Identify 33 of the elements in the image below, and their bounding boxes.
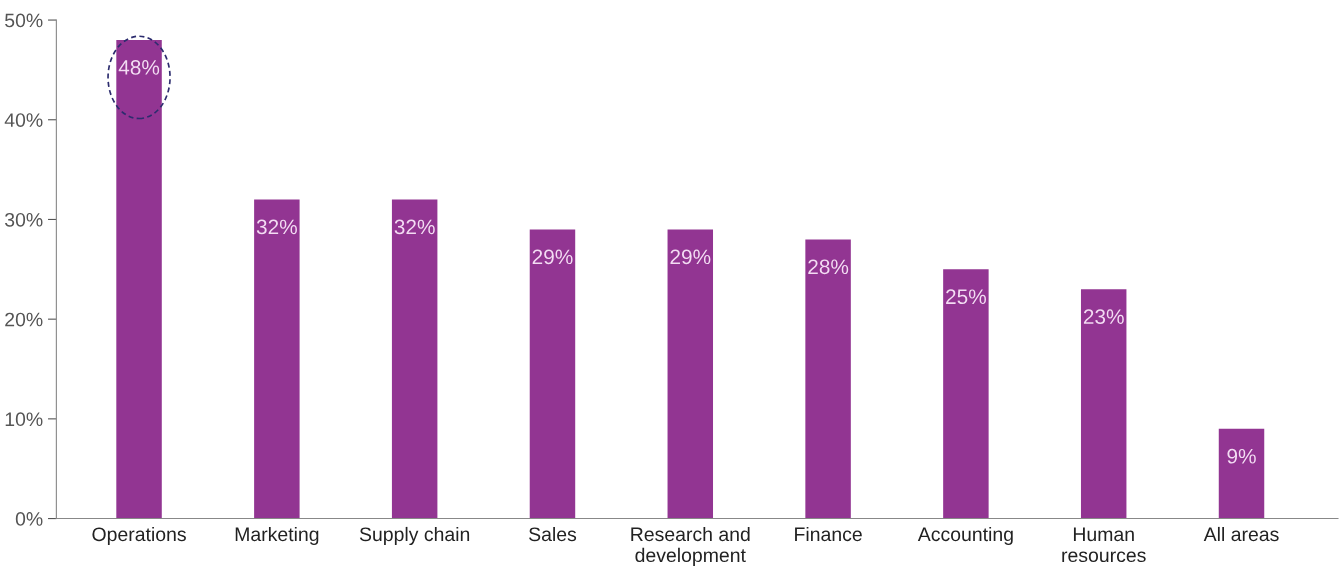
- y-tick-label: 40%: [4, 113, 43, 127]
- bar: [943, 269, 989, 519]
- data-label: 9%: [1227, 448, 1256, 464]
- y-tick-label: 10%: [5, 412, 43, 427]
- data-label: 48%: [118, 60, 160, 75]
- x-tick-label: Finance: [795, 526, 862, 542]
- y-tick-label: 20%: [5, 312, 43, 327]
- bar: [391, 199, 438, 519]
- x-tick-label: All areas: [1203, 526, 1279, 542]
- data-label: 29%: [670, 249, 711, 265]
- y-tick-label: 30%: [4, 212, 43, 227]
- y-tick-label: 0%: [15, 512, 43, 526]
- data-label: 32%: [256, 219, 297, 235]
- bar: [1080, 289, 1127, 519]
- data-label: 28%: [808, 259, 849, 275]
- bar: [116, 40, 162, 519]
- data-label: 29%: [532, 249, 573, 265]
- data-label: 25%: [946, 289, 986, 305]
- data-label: 32%: [394, 219, 435, 235]
- bar: [805, 239, 851, 519]
- x-tick-label: Supply chain: [359, 526, 470, 546]
- bar: [254, 199, 300, 519]
- bar: [529, 229, 576, 519]
- x-tick-label: Accounting: [917, 526, 1013, 546]
- y-tick-label: 50%: [5, 13, 43, 28]
- x-tick-label: Research and development: [631, 526, 750, 566]
- x-tick-label: Sales: [529, 526, 577, 542]
- x-tick-label: Operations: [92, 526, 186, 546]
- x-tick-label: Marketing: [235, 526, 319, 546]
- bar: [1218, 428, 1265, 519]
- x-tick-label: Human resources: [1062, 527, 1146, 563]
- bar: [667, 229, 714, 519]
- data-label: 23%: [1083, 309, 1124, 325]
